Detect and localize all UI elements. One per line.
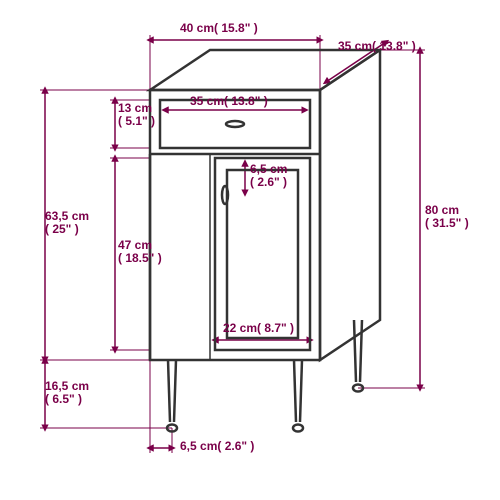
dim-door-height-imperial: ( 18.5" )	[118, 252, 162, 265]
dim-drawer-width-metric: 35 cm( 13.8" )	[190, 94, 268, 108]
dim-width: 40 cm( 15.8" )	[180, 22, 258, 35]
dim-door-height: 47 cm( 18.5" )	[118, 239, 162, 265]
dim-total-height: 80 cm( 31.5" )	[425, 204, 469, 230]
dim-total-height-metric: 80 cm	[425, 203, 459, 217]
dim-width-metric: 40 cm( 15.8" )	[180, 21, 258, 35]
dim-total-height-imperial: ( 31.5" )	[425, 217, 469, 230]
dim-drawer-height-metric: 13 cm	[118, 101, 152, 115]
dim-door-width-metric: 22 cm( 8.7" )	[223, 321, 294, 335]
dim-door-knob-height: 6,5 cm( 2.6" )	[250, 163, 287, 189]
dim-leg-height: 16,5 cm( 6.5" )	[45, 380, 89, 406]
dim-depth-metric: 35 cm( 13.8" )	[338, 39, 416, 53]
dim-body-height: 63,5 cm( 25" )	[45, 210, 89, 236]
diagram-canvas	[0, 0, 500, 500]
dim-door-knob-height-imperial: ( 2.6" )	[250, 176, 287, 189]
dim-leg-inset: 6,5 cm( 2.6" )	[180, 440, 254, 453]
dim-leg-inset-metric: 6,5 cm( 2.6" )	[180, 439, 254, 453]
dim-door-knob-height-metric: 6,5 cm	[250, 162, 287, 176]
dim-leg-height-imperial: ( 6.5" )	[45, 393, 89, 406]
dim-door-width: 22 cm( 8.7" )	[223, 322, 294, 335]
dim-door-height-metric: 47 cm	[118, 238, 152, 252]
dim-leg-height-metric: 16,5 cm	[45, 379, 89, 393]
dim-body-height-metric: 63,5 cm	[45, 209, 89, 223]
dim-drawer-height-imperial: ( 5.1" )	[118, 115, 155, 128]
dim-drawer-width: 35 cm( 13.8" )	[190, 95, 268, 108]
dim-drawer-height: 13 cm( 5.1" )	[118, 102, 155, 128]
dim-body-height-imperial: ( 25" )	[45, 223, 89, 236]
dim-depth: 35 cm( 13.8" )	[338, 40, 416, 53]
